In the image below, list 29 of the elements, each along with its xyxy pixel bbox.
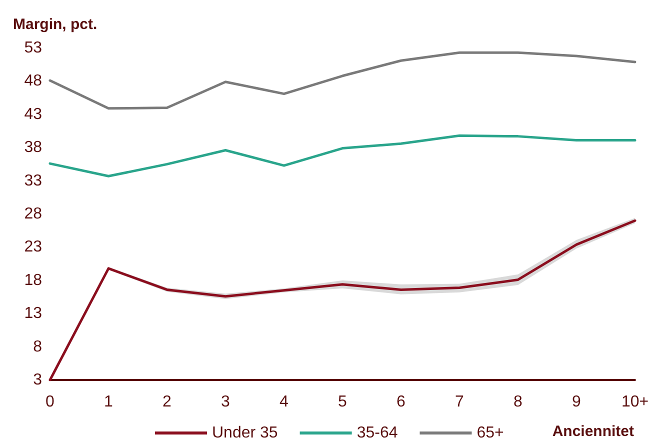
x-tick-label: 4 [280, 394, 289, 410]
y-tick-label: 18 [24, 272, 42, 289]
y-tick-label: 23 [24, 238, 42, 256]
y-tick-label: 28 [24, 206, 42, 222]
y-tick-label: 43 [24, 106, 42, 123]
y-tick-label: 33 [24, 172, 42, 190]
line-series [48, 51, 636, 110]
y-tick-label: 8 [33, 338, 42, 356]
x-tick-label: 0 [46, 394, 55, 410]
x-tick-label: 10+ [621, 394, 649, 410]
x-tick-label: 5 [338, 394, 348, 410]
x-tick-label: 3 [221, 394, 230, 410]
legend-label: Under 35 [212, 424, 278, 442]
x-tick-label: 2 [162, 394, 172, 410]
x-tick-label: 7 [455, 394, 464, 410]
x-tick-label: 1 [104, 394, 114, 410]
x-tick-label: 9 [572, 394, 582, 410]
y-tick-label: 48 [24, 72, 42, 90]
y-tick-label: 3 [33, 372, 42, 388]
legend-label: 35-64 [356, 424, 398, 442]
y-tick-label: 38 [24, 139, 42, 156]
line-series [48, 134, 636, 178]
y-tick-label: 53 [24, 40, 42, 56]
y-tick-label: 13 [24, 305, 42, 322]
x-tick-label: 8 [514, 394, 523, 410]
y-axis-title: Margin, pct. [13, 16, 98, 33]
legend-label: 65+ [476, 424, 504, 442]
x-axis-title: Anciennitet [552, 423, 634, 440]
x-tick-label: 6 [396, 394, 406, 410]
